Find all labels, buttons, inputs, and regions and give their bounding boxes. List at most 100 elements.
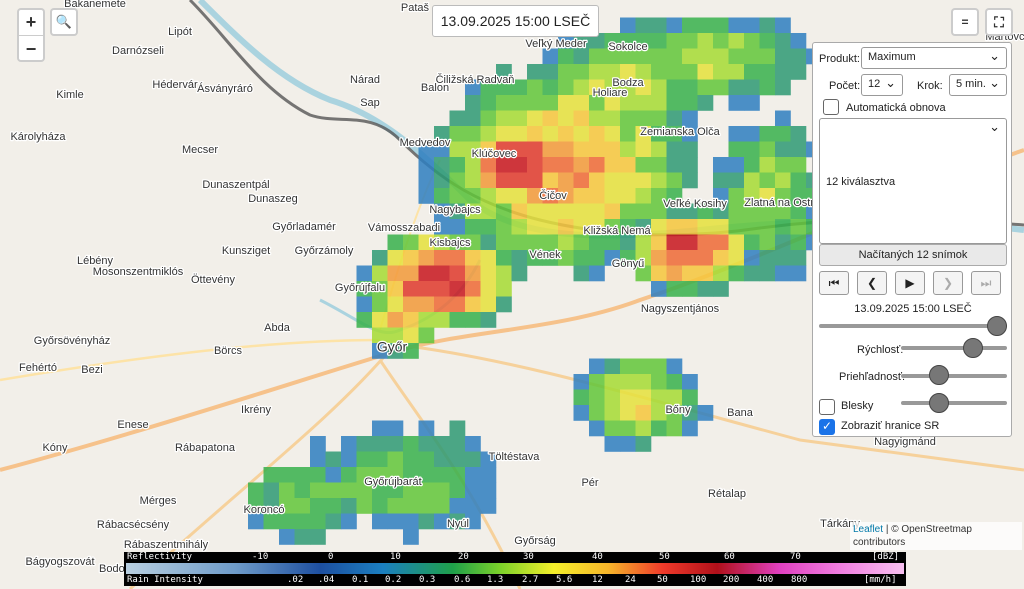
radar-cell: [589, 374, 605, 390]
radar-cell: [651, 157, 667, 173]
radar-cell: [589, 141, 605, 158]
place-label: Zlatná na Ostrove: [744, 197, 831, 209]
radar-cell: [542, 188, 559, 204]
prev-frame-button[interactable]: ❮: [857, 271, 887, 295]
radar-cell: [372, 420, 388, 437]
radar-cell: [310, 451, 326, 468]
time-slider[interactable]: [819, 324, 1007, 328]
radar-cell: [604, 110, 621, 127]
rain-unit: [mm/h]: [864, 575, 897, 585]
radar-cell: [589, 110, 605, 127]
radar-cell: [759, 126, 776, 142]
radar-cell: [294, 498, 311, 514]
legend-tick-label: .04: [318, 575, 335, 585]
auto-refresh-checkbox[interactable]: [823, 99, 839, 115]
radar-cell: [682, 126, 698, 142]
radar-cell: [728, 157, 745, 173]
time-slider-knob[interactable]: [987, 316, 1007, 336]
place-label: Győrság: [514, 535, 556, 547]
speed-slider[interactable]: [901, 346, 1007, 350]
radar-cell: [294, 529, 311, 545]
radar-cell: [480, 157, 497, 173]
radar-cell: [527, 157, 543, 173]
radar-cell: [573, 64, 590, 80]
place-label: Kisbajcs: [430, 237, 471, 249]
loaded-button[interactable]: Načítaných 12 snímok: [819, 244, 1007, 266]
speed-slider-knob[interactable]: [963, 338, 983, 358]
search-button[interactable]: 🔍: [50, 8, 78, 36]
radar-cell: [403, 296, 419, 313]
radar-cell: [465, 172, 481, 189]
legend-tick-label: 800: [791, 575, 808, 585]
radar-cell: [635, 405, 652, 421]
radar-cell: [790, 157, 807, 173]
fullscreen-button[interactable]: ⛶: [985, 8, 1013, 36]
radar-legend: Reflectivity Rain Intensity [dBZ] [mm/h]…: [124, 552, 906, 586]
radar-cell: [372, 250, 388, 266]
radar-cell: [620, 234, 636, 251]
radar-cell: [713, 64, 729, 80]
radar-cell: [449, 188, 466, 204]
place-label: Zemianska Olča: [640, 126, 720, 138]
radar-cell: [449, 451, 466, 468]
radar-cell: [387, 467, 404, 483]
radar-cell: [666, 250, 683, 266]
play-button[interactable]: ▶: [895, 271, 925, 295]
lightning-slider[interactable]: [901, 401, 1007, 405]
radar-cell: [418, 172, 435, 189]
step-select[interactable]: 5 min.: [949, 74, 1007, 96]
place-label: Ásványráró: [197, 82, 253, 95]
radar-cell: [744, 203, 760, 220]
radar-cell: [697, 203, 714, 220]
opacity-slider[interactable]: [901, 374, 1007, 378]
radar-cell: [511, 265, 528, 282]
radar-cell: [620, 374, 636, 390]
radar-cell: [511, 79, 528, 96]
radar-cell: [697, 281, 714, 297]
place-label: Kunsziget: [222, 245, 270, 257]
radar-cell: [682, 203, 698, 220]
zoom-in[interactable]: +: [25, 11, 37, 32]
lightning-slider-knob[interactable]: [929, 393, 949, 413]
radar-cell: [527, 95, 543, 111]
radar-cell: [465, 219, 481, 235]
radar-cell: [403, 451, 419, 468]
radar-cell: [604, 358, 621, 375]
count-select[interactable]: 12: [861, 74, 903, 96]
radar-cell: [418, 482, 435, 499]
radar-cell: [682, 95, 698, 111]
opacity-slider-knob[interactable]: [929, 365, 949, 385]
radar-cell: [682, 389, 698, 406]
legend-tick-label: 200: [723, 575, 740, 585]
radar-cell: [775, 141, 791, 158]
last-frame-button[interactable]: ⏭: [971, 271, 1001, 295]
radar-cell: [682, 110, 698, 127]
lightning-checkbox[interactable]: [819, 399, 835, 415]
radar-cell: [496, 250, 512, 266]
borders-checkbox[interactable]: ✓: [819, 419, 835, 435]
legend-tick-label: 400: [757, 575, 774, 585]
frame-select[interactable]: 12 kiválasztva: [819, 118, 1007, 244]
radar-cell: [341, 513, 357, 530]
radar-cell: [790, 250, 807, 266]
radar-cell: [511, 203, 528, 220]
radar-cell: [589, 188, 605, 204]
radar-cell: [666, 110, 683, 127]
radar-cell: [604, 250, 621, 266]
first-frame-button[interactable]: ⏮: [819, 271, 849, 295]
radar-cell: [387, 513, 404, 530]
radar-cell: [589, 48, 605, 65]
layers-button[interactable]: =: [951, 8, 979, 36]
radar-cell: [728, 219, 745, 235]
zoom-out[interactable]: −: [19, 34, 43, 62]
radar-cell: [620, 95, 636, 111]
product-select[interactable]: Maximum: [861, 47, 1007, 69]
radar-cell: [418, 188, 435, 204]
next-frame-button[interactable]: ❯: [933, 271, 963, 295]
radar-cell: [248, 513, 264, 530]
radar-cell: [790, 64, 807, 80]
radar-cell: [635, 188, 652, 204]
leaflet-link[interactable]: Leaflet: [853, 524, 884, 535]
radar-cell: [480, 95, 497, 111]
radar-cell: [558, 95, 574, 111]
